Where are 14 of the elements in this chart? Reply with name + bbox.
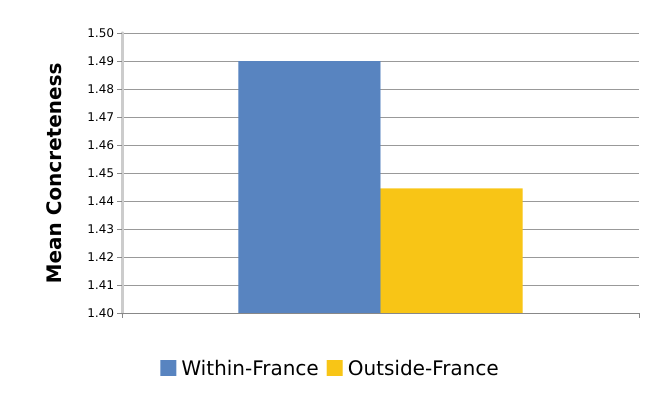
y-tick-label: 1.47 <box>87 110 114 124</box>
y-tick-label: 1.42 <box>87 250 114 264</box>
y-tick-label: 1.49 <box>87 54 114 68</box>
y-tick-label: 1.45 <box>87 166 114 180</box>
y-tick-label: 1.50 <box>87 26 114 40</box>
legend-label: Within-France <box>181 356 319 380</box>
y-tick-label: 1.40 <box>87 306 114 320</box>
y-tick-label: 1.43 <box>87 222 114 236</box>
legend-label: Outside-France <box>348 356 499 380</box>
y-tick-label: 1.48 <box>87 82 114 96</box>
y-tick-label: 1.41 <box>87 278 114 292</box>
y-tick-label: 1.46 <box>87 138 114 152</box>
y-axis-title: Mean Concreteness <box>42 62 66 284</box>
y-tick-label: 1.44 <box>87 194 114 208</box>
